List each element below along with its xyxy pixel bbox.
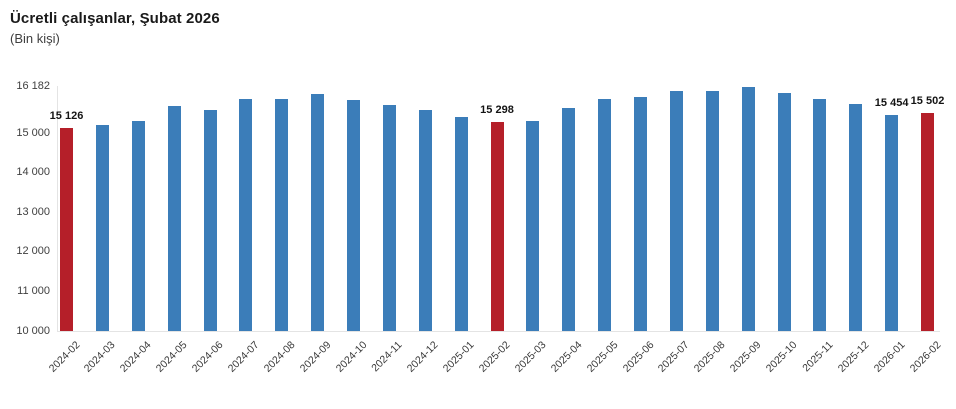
bar-2025-08 [705, 91, 719, 331]
bar-2024-03 [95, 124, 109, 331]
bar-2026-02 [921, 113, 934, 331]
bar-2025-07 [669, 90, 683, 331]
bar-2024-05 [167, 106, 181, 331]
bar-2025-09 [741, 86, 755, 331]
bar-2025-06 [634, 96, 647, 331]
value-label-2026-02: 15 502 [910, 95, 945, 108]
bar-2025-10 [777, 93, 791, 331]
bar-2025-04 [562, 108, 576, 331]
bar-2024-12 [418, 110, 432, 331]
bar-2024-10 [347, 100, 360, 331]
bar-2024-04 [131, 121, 145, 331]
bar-2025-11 [813, 98, 827, 331]
bar-2025-01 [454, 117, 468, 331]
y-tick-10000: 10 000 [16, 324, 50, 337]
y-tick-11000: 11 000 [17, 284, 50, 297]
chart-subtitle: (Bin kişi) [10, 31, 60, 46]
bar-2025-03 [526, 120, 540, 331]
y-tick-12000: 12 000 [16, 245, 50, 258]
y-tick-16182: 16 182 [16, 80, 50, 93]
bar-2024-08 [275, 98, 289, 331]
x-axis-line [57, 331, 940, 332]
bar-2024-11 [382, 105, 396, 331]
bar-2025-02 [490, 121, 504, 331]
y-tick-14000: 14 000 [16, 166, 50, 179]
bar-2024-09 [311, 94, 325, 331]
y-axis-line [57, 86, 58, 331]
bar-2025-12 [849, 103, 863, 331]
y-tick-15000: 15 000 [16, 126, 50, 139]
bar-2025-05 [598, 99, 612, 331]
chart-title: Ücretli çalışanlar, Şubat 2026 [10, 10, 220, 27]
y-tick-13000: 13 000 [16, 205, 50, 218]
value-label-2025-02: 15 298 [480, 103, 514, 116]
bar-2026-01 [885, 115, 899, 331]
bar-2024-07 [239, 98, 253, 331]
value-label-2026-01: 15 454 [874, 97, 909, 110]
bar-2024-06 [203, 110, 217, 331]
bar-2024-02 [60, 128, 73, 331]
value-label-2024-02: 15 126 [49, 110, 84, 123]
